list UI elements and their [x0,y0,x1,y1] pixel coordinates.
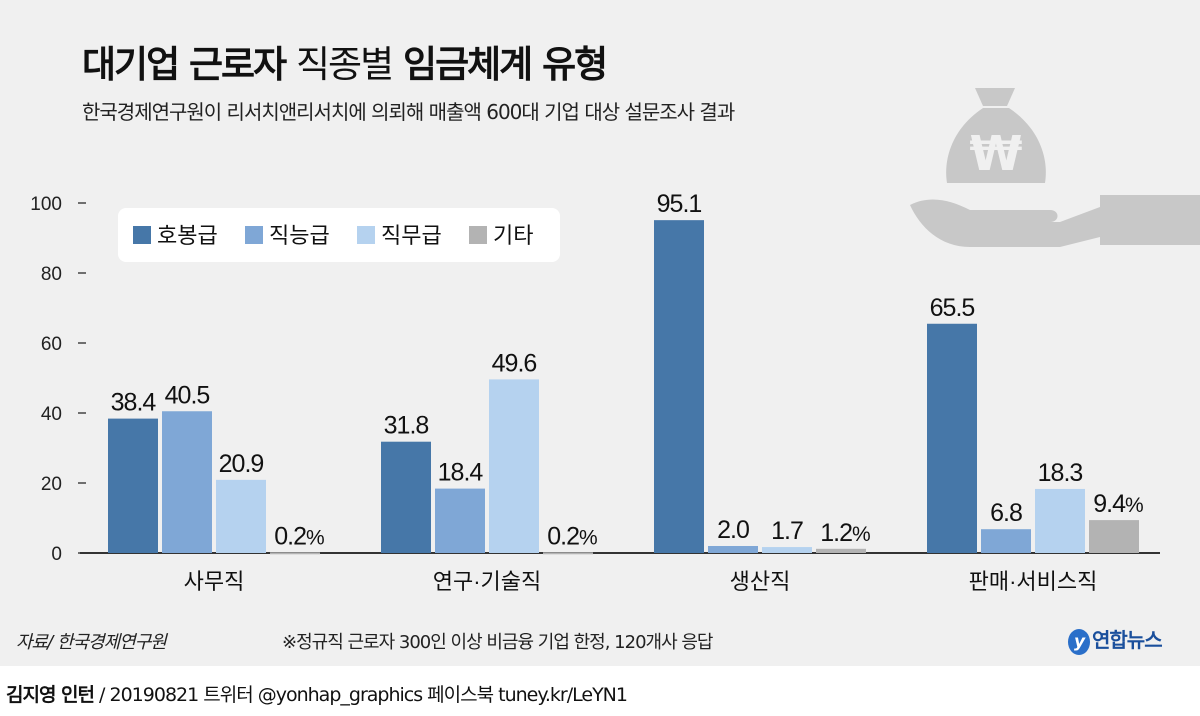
legend-swatch [469,226,487,244]
bar-직능급 [435,488,485,553]
bar-직무급 [216,479,266,553]
bar-직능급 [708,546,758,553]
y-tick-label: 100 [30,194,62,215]
money-bag-hand-icon: ₩ [910,88,1200,247]
bar-직능급 [162,411,212,553]
bar-기타 [816,548,866,553]
chart-area: 대기업 근로자 직종별 임금체계 유형 한국경제연구원이 리서치앤리서치에 의뢰… [0,0,1200,666]
legend-swatch [357,226,375,244]
yonhap-logo: y 연합뉴스 [1068,624,1163,655]
bar-직능급 [981,529,1031,553]
data-label: 1.2% [820,519,870,547]
bar-기타 [270,552,320,555]
data-label: 65.5 [930,294,975,322]
bar-chart: ₩ 0 20 40 60 80 100 38.4 40.5 20.9 0.2% 사무직 31.8 18.… [30,88,1200,594]
y-tick-label: 40 [41,404,62,425]
bar-직무급 [489,379,539,553]
bar-기타 [543,552,593,555]
data-label: 9.4% [1093,490,1143,518]
data-label: 95.1 [657,190,702,218]
legend-swatch [245,226,263,244]
source-text: 자료/ 한국경제연구원 [16,632,167,653]
bar-기타 [1089,520,1139,553]
legend [118,208,560,262]
bar-호봉급 [654,220,704,553]
bar-직무급 [762,547,812,553]
data-label: 20.9 [219,450,264,478]
category-label: 사무직 [184,569,245,594]
data-label: 2.0 [717,516,749,544]
legend-label: 기타 [493,223,533,248]
y-tick-label: 60 [41,334,62,355]
legend-label: 직능급 [269,223,330,248]
svg-text:₩: ₩ [970,126,1023,182]
bar-호봉급 [927,323,977,553]
bar-호봉급 [381,441,431,553]
legend-label: 직무급 [381,223,442,248]
bar-호봉급 [108,418,158,553]
data-label: 31.8 [384,412,429,440]
y-tick-label: 80 [41,264,62,285]
legend-label: 호봉급 [157,223,218,248]
legend-swatch [133,226,151,244]
data-label: 1.7 [771,517,803,545]
data-label: 49.6 [492,349,537,377]
category-label: 연구·기술직 [433,569,542,594]
data-label: 18.4 [438,459,484,487]
chart-subtitle: 한국경제연구원이 리서치앤리서치에 의뢰해 매출액 600대 기업 대상 설문조… [82,100,735,124]
data-label: 18.3 [1038,459,1083,487]
y-tick-label: 20 [41,474,62,495]
footnote: ※정규직 근로자 300인 이상 비금융 기업 한정, 120개사 응답 [282,632,713,653]
data-label: 40.5 [165,381,210,409]
bar-직무급 [1035,488,1085,553]
category-label: 생산직 [730,569,791,594]
chart-title: 대기업 근로자 직종별 임금체계 유형 [82,43,608,86]
data-label: 6.8 [990,499,1022,527]
y-tick-label: 0 [51,544,62,565]
category-label: 판매·서비스직 [969,569,1098,594]
data-label: 0.2% [274,522,324,550]
data-label: 38.4 [111,389,157,417]
credit-line: 김지영 인턴 / 20190821 트위터 @yonhap_graphics 페… [6,684,628,706]
data-label: 0.2% [547,522,597,550]
